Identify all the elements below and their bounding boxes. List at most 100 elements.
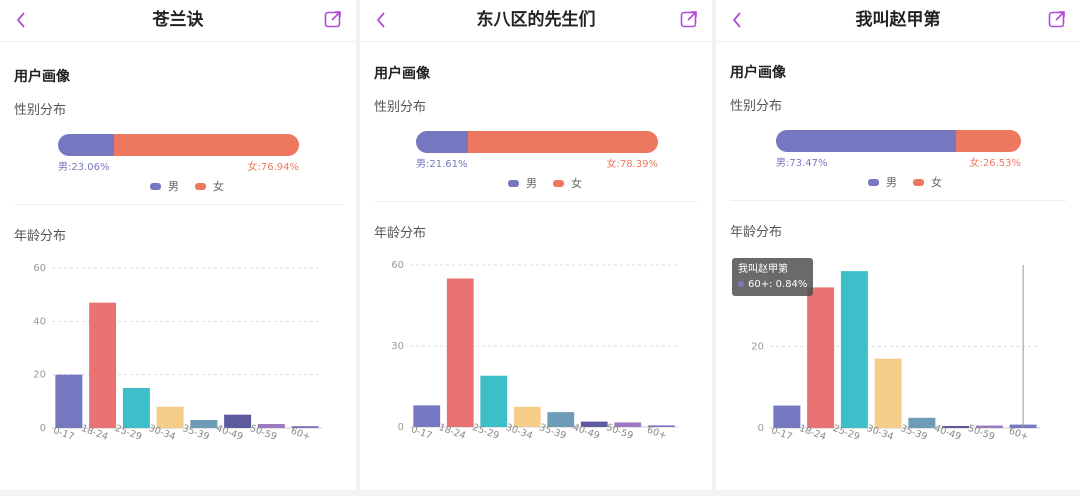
bottom-bar [0, 490, 356, 496]
y-tick-label: 60 [33, 263, 46, 274]
divider [14, 204, 342, 205]
age-bar-40-49[interactable] [580, 421, 608, 427]
bottom-bar [716, 490, 1080, 496]
y-tick-label: 0 [398, 422, 404, 433]
back-button[interactable] [372, 8, 390, 32]
chevron-left-icon [732, 12, 741, 28]
age-bar-18-24[interactable] [89, 302, 117, 428]
panel-separator [356, 0, 360, 496]
share-icon [1048, 11, 1065, 28]
tooltip-line: 60+: 0.84% [738, 277, 807, 292]
panel-zhaojiadi: 我叫赵甲第 用户画像 性别分布 男:73.47% 女:26.53% 男 女 年龄… [716, 0, 1080, 496]
gender-bar-female [113, 134, 299, 156]
gender-bar-male [58, 134, 114, 156]
share-button[interactable] [1048, 10, 1068, 30]
male-percent-label: 男:73.47% [776, 158, 828, 169]
y-tick-label: 0 [40, 423, 46, 434]
page-title: 东八区的先生们 [476, 10, 596, 30]
page-title: 苍兰诀 [152, 10, 204, 30]
age-bar-18-24[interactable] [807, 287, 835, 428]
y-tick-label: 40 [33, 316, 46, 327]
page-title: 我叫赵甲第 [855, 10, 941, 30]
legend-swatch-female [913, 178, 924, 186]
divider [374, 201, 698, 202]
legend-swatch-male [150, 182, 161, 190]
legend-female: 女 [213, 180, 224, 193]
age-bar-35-39[interactable] [190, 420, 218, 428]
divider [730, 200, 1066, 201]
age-bar-chart: 0 30 60 0-17 18-24 25-29 30-34 35-39 40-49 50-59 6… [360, 250, 712, 450]
y-tick-label: 30 [391, 341, 404, 352]
back-button[interactable] [728, 8, 746, 32]
age-bar-25-29[interactable] [840, 271, 868, 428]
age-title: 年龄分布 [374, 226, 427, 241]
age-bar-40-49[interactable] [224, 414, 252, 428]
age-bar-35-39[interactable] [908, 417, 936, 428]
age-bar-50-59[interactable] [975, 425, 1003, 428]
age-title: 年龄分布 [730, 225, 783, 240]
age-title: 年龄分布 [14, 229, 67, 244]
gender-title: 性别分布 [14, 103, 67, 118]
age-bar-30-34[interactable] [874, 358, 902, 428]
share-icon [324, 11, 341, 28]
y-tick-label: 0 [758, 423, 764, 434]
share-button[interactable] [324, 10, 344, 30]
tooltip-value: 60+: 0.84% [748, 279, 808, 290]
gender-bar-male [776, 130, 956, 152]
nav-header: 东八区的先生们 [360, 0, 712, 42]
nav-header: 苍兰诀 [0, 0, 356, 42]
chevron-left-icon [376, 12, 385, 28]
age-bar-18-24[interactable] [446, 278, 474, 428]
age-bar-0-17[interactable] [413, 405, 441, 427]
section-title: 用户画像 [730, 65, 786, 81]
back-button[interactable] [12, 8, 30, 32]
tooltip-dot [738, 281, 744, 287]
age-bar-30-34[interactable] [513, 406, 541, 427]
gender-legend: 男 女 [868, 174, 942, 190]
y-tick-label: 20 [751, 342, 764, 353]
legend-male: 男 [886, 176, 897, 189]
age-bar-60+[interactable] [291, 426, 319, 428]
female-percent-label: 女:78.39% [606, 159, 659, 170]
age-bar-60+[interactable] [647, 425, 675, 427]
gender-bar [58, 134, 299, 156]
gender-bar [416, 131, 658, 153]
y-tick-label: 20 [33, 370, 46, 381]
legend-female: 女 [571, 177, 582, 190]
age-bar-chart: 0 20 0-17 18-24 25-29 30-34 35-39 40-49 50-59 60+ [716, 250, 1080, 450]
age-bar-50-59[interactable] [614, 422, 642, 427]
gender-bar-female [956, 130, 1021, 152]
gender-bar [776, 130, 1021, 152]
age-bar-50-59[interactable] [257, 424, 285, 428]
section-title: 用户画像 [374, 66, 430, 82]
gender-legend: 男 女 [508, 175, 582, 191]
share-icon [680, 11, 697, 28]
gender-title: 性别分布 [730, 99, 783, 114]
legend-male: 男 [526, 177, 537, 190]
legend-swatch-male [508, 179, 519, 187]
age-bar-0-17[interactable] [773, 405, 801, 428]
share-button[interactable] [680, 10, 700, 30]
panel-canglanjue: 苍兰诀 用户画像 性别分布 男:23.06% 女:76.94% 男 女 年龄分布… [0, 0, 356, 496]
female-percent-label: 女:26.53% [969, 158, 1022, 169]
legend-swatch-male [868, 178, 879, 186]
bottom-bar [360, 490, 712, 496]
gender-legend: 男 女 [150, 178, 224, 194]
gender-title: 性别分布 [374, 100, 427, 115]
legend-swatch-female [195, 182, 206, 190]
age-bar-40-49[interactable] [942, 425, 970, 428]
nav-header: 我叫赵甲第 [716, 0, 1080, 42]
age-bar-35-39[interactable] [547, 412, 575, 427]
legend-swatch-female [553, 179, 564, 187]
legend-male: 男 [168, 180, 179, 193]
age-bar-chart: 0 20 40 60 0-17 18-24 25-29 30-34 35-39 40-49 50-5… [0, 250, 356, 450]
male-percent-label: 男:23.06% [58, 162, 110, 173]
panel-separator [712, 0, 716, 496]
age-bar-0-17[interactable] [55, 374, 83, 428]
age-bar-25-29[interactable] [122, 388, 150, 428]
age-bar-25-29[interactable] [480, 375, 508, 427]
age-bar-30-34[interactable] [156, 406, 184, 428]
